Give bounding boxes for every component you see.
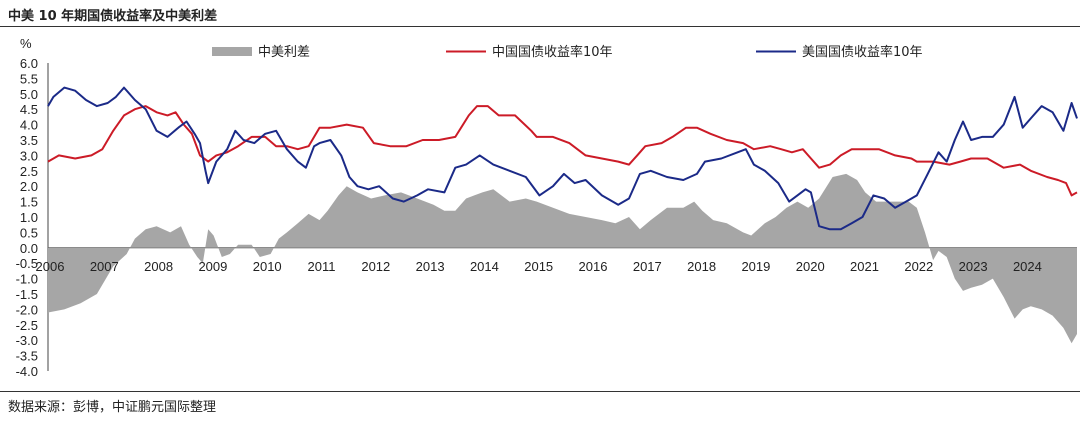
legend-spread-swatch bbox=[212, 47, 252, 56]
legend-spread-label: 中美利差 bbox=[258, 45, 310, 60]
y-tick-label: -4.0 bbox=[16, 364, 38, 379]
legend-china-10y-label: 中国国债收益率10年 bbox=[492, 44, 613, 60]
y-tick-label: 5.0 bbox=[20, 87, 38, 102]
x-tick-label: 2013 bbox=[416, 259, 445, 274]
bottom-divider bbox=[0, 391, 1080, 392]
y-unit-label: % bbox=[20, 36, 32, 51]
chart-title: 中美 10 年期国债收益率及中美利差 bbox=[8, 9, 218, 24]
x-tick-label: 2019 bbox=[741, 259, 770, 274]
y-tick-label: 4.0 bbox=[20, 118, 38, 133]
x-tick-label: 2011 bbox=[308, 259, 336, 274]
y-tick-label: -2.0 bbox=[16, 302, 38, 317]
y-tick-label: 2.5 bbox=[20, 164, 38, 179]
x-tick-label: 2009 bbox=[198, 259, 227, 274]
lines-layer bbox=[47, 86, 1078, 231]
y-tick-label: -3.0 bbox=[16, 333, 38, 348]
y-tick-label: 2.0 bbox=[20, 179, 38, 194]
spread-area-layer bbox=[48, 173, 1077, 344]
x-tick-label: 2007 bbox=[90, 259, 119, 274]
x-tick-label: 2021 bbox=[850, 259, 879, 274]
x-tick-label: 2006 bbox=[36, 259, 65, 274]
y-tick-label: -1.0 bbox=[16, 272, 38, 287]
x-tick-label: 2016 bbox=[579, 259, 608, 274]
y-tick-label: 3.5 bbox=[20, 133, 38, 148]
y-tick-label: 3.0 bbox=[20, 148, 38, 163]
x-tick-label: 2018 bbox=[687, 259, 716, 274]
x-tick-label: 2020 bbox=[796, 259, 825, 274]
x-tick-label: 2015 bbox=[524, 259, 553, 274]
x-tick-label: 2023 bbox=[959, 259, 988, 274]
chart-canvas: 6.05.55.04.54.03.53.02.52.01.51.00.50.0-… bbox=[16, 36, 1078, 379]
spread-area bbox=[48, 173, 1077, 344]
x-tick-label: 2008 bbox=[144, 259, 173, 274]
x-tick-label: 2012 bbox=[361, 259, 390, 274]
y-tick-label: -2.5 bbox=[16, 318, 38, 333]
y-tick-label: -1.5 bbox=[16, 287, 38, 302]
y-tick-label: 1.5 bbox=[20, 195, 38, 210]
source-note: 数据来源：彭博，中证鹏元国际整理 bbox=[8, 400, 217, 415]
top-divider bbox=[0, 26, 1080, 27]
x-tick-label: 2017 bbox=[633, 259, 662, 274]
x-tick-label: 2014 bbox=[470, 259, 499, 274]
y-tick-label: 0.0 bbox=[20, 241, 38, 256]
legend-us-10y-label: 美国国债收益率10年 bbox=[802, 44, 923, 60]
y-tick-label: -3.5 bbox=[16, 349, 38, 364]
legend: 中美利差 中国国债收益率10年 美国国债收益率10年 bbox=[212, 44, 923, 60]
x-tick-label: 2022 bbox=[904, 259, 933, 274]
y-tick-label: 5.5 bbox=[20, 71, 38, 86]
china-10y-line bbox=[47, 105, 1078, 197]
y-tick-label: 0.5 bbox=[20, 225, 38, 240]
y-tick-label: 4.5 bbox=[20, 102, 38, 117]
x-tick-label: 2010 bbox=[253, 259, 282, 274]
y-tick-label: 6.0 bbox=[20, 56, 38, 71]
tick-labels-layer: 6.05.55.04.54.03.53.02.52.01.51.00.50.0-… bbox=[16, 56, 1042, 379]
y-tick-label: -0.5 bbox=[16, 256, 38, 271]
x-tick-label: 2024 bbox=[1013, 259, 1042, 274]
us-10y-line bbox=[47, 86, 1078, 231]
y-tick-label: 1.0 bbox=[20, 210, 38, 225]
